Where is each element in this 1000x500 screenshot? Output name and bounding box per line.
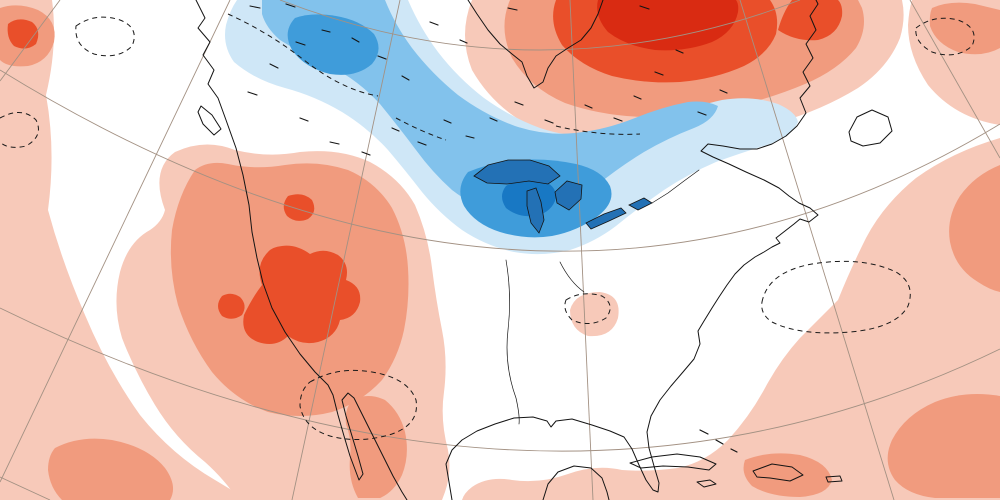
lake-erie xyxy=(585,207,627,230)
great-lakes xyxy=(473,159,653,234)
warm-strong-quebec-east-lobe xyxy=(778,0,843,41)
lake-michigan xyxy=(526,187,545,234)
warm-medium-bottom-right xyxy=(887,394,1000,498)
graticule-meridian-2 xyxy=(0,0,231,483)
warm-extreme-quebec-core xyxy=(597,0,739,51)
dashed-contour-southeast xyxy=(564,293,611,324)
warm-medium-topright-corner xyxy=(929,2,1000,55)
warm-light-pacific-strip xyxy=(0,0,248,500)
coastline-hudson-james-bay xyxy=(467,0,604,89)
lake-superior xyxy=(473,159,561,185)
bahamas-islets xyxy=(699,429,738,453)
graticule-parallel-2 xyxy=(0,69,1000,252)
graticule-parallel-3 xyxy=(0,307,1000,452)
graticule-meridian-3 xyxy=(291,0,401,500)
warm-medium-right-edge xyxy=(949,165,1000,292)
lake-huron xyxy=(554,180,583,211)
coastlines xyxy=(195,0,893,500)
coastline-puerto-rico xyxy=(825,475,843,483)
dashed-contour-texas xyxy=(299,369,417,440)
dashed-contour-topright-corner xyxy=(915,17,975,56)
graticule-meridian-1 xyxy=(0,0,61,82)
coastline-pacific-baja xyxy=(195,0,408,500)
graticule-parallel-4 xyxy=(0,476,51,500)
warm-light-atlantic-caribbean xyxy=(462,138,1000,500)
dashed-contour-atlantic xyxy=(761,260,911,334)
warm-strong-western-spot-west xyxy=(218,293,245,319)
warm-medium-bottom-left xyxy=(48,438,174,500)
small-lakes-squiggles xyxy=(247,3,728,156)
coastline-jamaica xyxy=(696,479,717,488)
dashed-contour-quebec-south xyxy=(555,125,641,135)
warm-extreme-regions xyxy=(597,0,739,51)
dashed-contours xyxy=(0,13,975,440)
warm-medium-hispaniola-area xyxy=(743,453,832,497)
graticule-parallel-1 xyxy=(279,0,801,51)
cool-strong-canada-core xyxy=(287,14,379,75)
graticule-meridian-6 xyxy=(909,0,1000,159)
graticule-meridian-5 xyxy=(739,0,895,500)
coastline-gulf-atlantic-labrador xyxy=(445,0,819,500)
dashed-contour-left-edge xyxy=(0,112,39,148)
coastline-yucatan xyxy=(542,465,610,500)
warm-light-southeast-spot xyxy=(570,292,619,337)
warm-strong-western-spot-north xyxy=(283,194,315,221)
graticule-meridian-4 xyxy=(569,0,594,500)
coastline-hispaniola xyxy=(752,463,804,482)
warm-strong-topleft-spot xyxy=(7,19,39,49)
dashed-contour-band-neck xyxy=(395,117,447,141)
rivers xyxy=(505,169,700,425)
coastline-vancouver-island xyxy=(197,105,222,136)
dashed-contour-topleft xyxy=(75,16,135,57)
coastline-newfoundland xyxy=(848,109,893,147)
coastline-cuba xyxy=(629,453,717,471)
